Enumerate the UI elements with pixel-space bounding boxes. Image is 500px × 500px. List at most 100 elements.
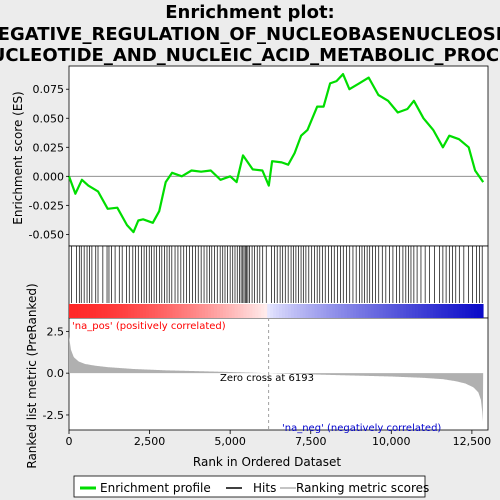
band-segment — [447, 304, 452, 318]
band-segment — [77, 304, 82, 318]
band-segment — [471, 304, 475, 318]
band-segment — [104, 304, 108, 318]
band-segment — [344, 304, 348, 318]
band-segment — [270, 304, 274, 318]
zero-cross-label: Zero cross at 6193 — [220, 373, 314, 384]
band-segment — [376, 304, 381, 318]
x-tick-label: 0 — [66, 435, 73, 448]
band-segment — [145, 304, 150, 318]
band-segment — [421, 304, 425, 318]
x-tick-label: 2,500 — [134, 435, 166, 448]
band-segment — [320, 304, 324, 318]
band-segment — [148, 304, 153, 318]
band-segment — [228, 304, 233, 318]
band-segment — [267, 304, 271, 318]
band-segment — [453, 304, 457, 318]
band-segment — [154, 304, 159, 318]
band-segment — [438, 304, 443, 318]
band-segment — [450, 304, 454, 318]
band-segment — [397, 304, 401, 318]
band-segment — [199, 304, 203, 318]
band-segment — [347, 304, 351, 318]
band-segment — [308, 304, 312, 318]
band-segment — [128, 304, 132, 318]
band-segment — [205, 304, 209, 318]
band-segment — [350, 304, 354, 318]
band-segment — [249, 304, 253, 318]
band-segment — [237, 304, 241, 318]
band-segment — [131, 304, 135, 318]
band-segment — [293, 304, 298, 318]
band-segment — [391, 304, 395, 318]
hits-layer — [71, 246, 483, 303]
band-segment — [193, 304, 197, 318]
band-segment — [459, 304, 463, 318]
band-segment — [435, 304, 440, 318]
band-segment — [187, 304, 191, 318]
band-segment — [261, 304, 265, 318]
band-segment — [317, 304, 321, 318]
band-segment — [264, 304, 268, 318]
band-segment — [172, 304, 176, 318]
plot-title-line-1: Enrichment plot: — [165, 2, 335, 23]
band-segment — [166, 304, 170, 318]
band-segment — [281, 304, 286, 318]
band-segment — [444, 304, 449, 318]
band-segment — [202, 304, 206, 318]
band-segment — [80, 304, 85, 318]
es-y-tick-label: 0.075 — [33, 83, 65, 96]
band-segment — [210, 304, 215, 318]
band-segment — [107, 304, 111, 318]
plot-title-line-3: NUCLEOTIDE_AND_NUCLEIC_ACID_METABOLIC_PR… — [0, 45, 500, 66]
band-segment — [284, 304, 289, 318]
band-segment — [71, 304, 76, 318]
x-tick-label: 12,500 — [453, 435, 492, 448]
band-segment — [441, 304, 446, 318]
band-segment — [122, 304, 126, 318]
band-segment — [184, 304, 188, 318]
band-segment — [252, 304, 256, 318]
metric-y-tick-label: 0.0 — [47, 367, 65, 380]
band-segment — [69, 304, 73, 318]
metric-y-tick-label: 2.5 — [47, 325, 65, 338]
band-segment — [367, 304, 372, 318]
band-segment — [137, 304, 141, 318]
band-segment — [287, 304, 292, 318]
band-segment — [329, 304, 333, 318]
band-segment — [243, 304, 247, 318]
band-segment — [231, 304, 236, 318]
band-segment — [426, 304, 431, 318]
band-segment — [335, 304, 339, 318]
band-segment — [305, 304, 310, 318]
band-segment — [462, 304, 466, 318]
band-segment — [119, 304, 123, 318]
band-segment — [157, 304, 162, 318]
band-segment — [142, 304, 147, 318]
band-segment — [388, 304, 392, 318]
y-axis-label-metric: Ranked list metric (PreRanked) — [25, 283, 39, 468]
es-y-tick-label: -0.050 — [29, 228, 64, 241]
band-segment — [415, 304, 419, 318]
band-segment — [175, 304, 179, 318]
band-segment — [240, 304, 244, 318]
band-segment — [190, 304, 194, 318]
pos-correlated-label: 'na_pos' (positively correlated) — [72, 321, 226, 332]
enrichment-profile-line — [67, 72, 485, 234]
band-segment — [222, 304, 227, 318]
band-segment — [290, 304, 295, 318]
band-segment — [258, 304, 262, 318]
band-segment — [403, 304, 407, 318]
band-segment — [116, 304, 120, 318]
plot-title-line-2: NEGATIVE_REGULATION_OF_NUCLEOBASENUCLEOS… — [0, 24, 500, 45]
es-y-tick-label: 0.050 — [33, 112, 65, 125]
x-tick-label: 7,500 — [295, 435, 327, 448]
band-segment — [219, 304, 224, 318]
band-segment — [151, 304, 156, 318]
band-segment — [216, 304, 221, 318]
band-segment — [323, 304, 327, 318]
band-segment — [169, 304, 173, 318]
band-segment — [352, 304, 357, 318]
x-axis-label: Rank in Ordered Dataset — [193, 455, 341, 469]
band-segment — [326, 304, 330, 318]
es-y-tick-label: 0.025 — [33, 141, 65, 154]
